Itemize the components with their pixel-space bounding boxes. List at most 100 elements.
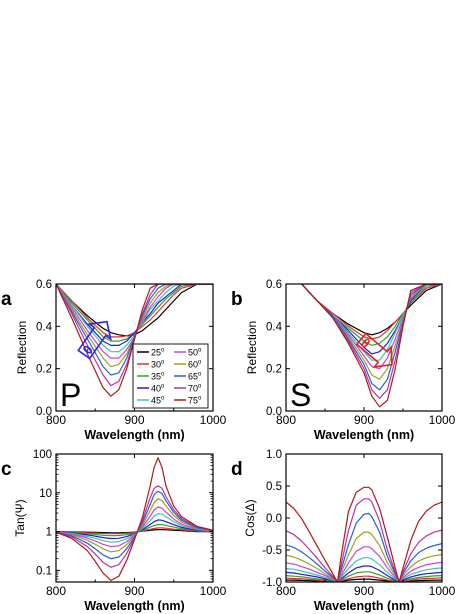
panel-d-series-25 [286,578,442,582]
degree-sign: o [161,348,165,354]
panel-a-series-75 [56,284,213,397]
panel-d-xtick-label: 1000 [429,584,456,598]
panel-a-series-25 [56,284,213,337]
panel-d-ylabel: Cos(Δ) [243,499,257,536]
theta-arrow-s-outline [355,332,393,369]
panel-b-series-40 [301,284,442,355]
degree-sign: o [198,372,202,378]
panel-d-ytick-label: -0.5 [262,545,282,557]
panel-c-series-70 [56,485,213,568]
panel-b-ylabel: Reflection [245,321,259,374]
panel-c-series [56,457,213,581]
legend-label: 30o [151,360,165,370]
legend-label: 70o [188,384,202,394]
panel-b-ytick-label: 0.6 [266,279,282,291]
panel-c-ytick-label: 10 [39,488,52,500]
legend-label: 50o [188,348,202,358]
panel-c-frame [55,453,214,583]
legend-item-60: 60o [174,360,202,370]
panel-c-letter: c [1,459,12,480]
panel-d-series-60 [286,531,442,582]
legend-item-70: 70o [174,384,202,394]
panel-d-series-40 [286,565,442,582]
panel-d-series-75 [286,486,442,582]
panel-a-xtick-label: 900 [124,413,144,427]
panel-d: 800 900 1000 -1.0 -0.5 0.0 0.5 1.0 Wavelength (n… [231,449,456,613]
legend-label: 35o [151,372,165,382]
panel-d-ytick-label: -1.0 [262,577,282,589]
panel-b-letter: b [231,289,243,310]
panel-c-series-50 [56,506,213,548]
panel-c-series-65 [56,490,213,560]
panel-a-ytick-label: 0.2 [36,364,52,376]
panel-b-ytick-label: 0.2 [266,364,282,376]
panel-c-xtick-label: 900 [124,584,144,598]
panel-d-series-30 [286,575,442,582]
panel-c-series-40 [56,519,213,540]
panel-a-xlabel: Wavelength (nm) [84,428,184,442]
panel-b-polarization-label: S [290,377,311,413]
panel-a-letter: a [1,289,12,310]
panel-d-letter: d [231,459,243,480]
panel-a-series-45 [56,284,213,353]
panel-c-series-60 [56,498,213,553]
panel-c-series-75 [56,457,213,581]
degree-sign: o [198,360,202,366]
panel-c-ytick-label: 100 [33,449,52,461]
legend-item-45: 45o [137,396,165,406]
panel-c-series-35 [56,523,213,537]
panel-c-ytick-label: 0.1 [36,565,52,577]
panel-c-xlabel: Wavelength (nm) [84,599,184,613]
panel-d-ytick-label: 0.0 [266,513,282,525]
legend-label: 40o [151,384,165,394]
theta-arrow-p-outline [77,320,112,360]
panel-c-xtick-label: 1000 [200,584,227,598]
panel-d-xlabel: Wavelength (nm) [314,599,414,613]
panel-c: 800 900 1000 0.1 1 10 100 Wavelength (nm) Tan(Ψ)… [1,449,227,613]
panel-c-ytick-label: 1 [46,527,52,539]
panel-d-ytick-label: 0.5 [266,481,282,493]
panel-c-xtick-label: 800 [46,584,66,598]
degree-sign: o [198,348,202,354]
panel-c-series-45 [56,513,213,543]
legend-label: 60o [188,360,202,370]
panel-a-ytick-label: 0.0 [36,406,52,418]
legend-item-50: 50o [174,348,202,358]
panel-b-series-60 [301,284,442,380]
panel-d-ytick-label: 1.0 [266,449,282,461]
degree-sign: o [161,372,165,378]
panel-d-series-65 [286,512,442,582]
panel-d-xtick-label: 900 [354,584,374,598]
legend: 25o 30o 35o 40o 45o 50o 60o 65o 70o 75o [132,343,209,409]
legend-item-35: 35o [137,372,165,382]
degree-sign: o [161,396,165,402]
panel-b: 800 900 1000 0.0 0.2 0.4 0.6 Wavelength (nm) Ref… [231,279,456,442]
panel-a-series [56,284,213,397]
panel-d-series-70 [286,498,442,582]
legend-item-75: 75o [174,396,202,406]
legend-label: 65o [188,372,202,382]
panel-d-xtick-label: 800 [276,584,296,598]
panel-d-series-50 [286,546,442,582]
panel-b-ytick-label: 0.4 [266,321,283,333]
legend-label: 25o [151,348,165,358]
degree-sign: o [161,384,165,390]
legend-item-25: 25o [137,348,165,358]
panel-b-xtick-label: 900 [354,413,374,427]
panel-a-ytick-label: 0.6 [36,279,52,291]
panel-b-xlabel: Wavelength (nm) [314,428,414,442]
degree-sign: o [198,384,202,390]
panel-a-polarization-label: P [60,377,81,413]
panel-a-ylabel: Reflection [15,321,29,374]
legend-label: 75o [188,396,202,406]
panel-a-xtick-label: 1000 [200,413,227,427]
panel-d-series-45 [286,557,442,582]
panel-d-series-35 [286,571,442,582]
panel-a-xtick-label: 800 [46,413,66,427]
legend-item-40: 40o [137,384,165,394]
panel-b-series-75 [301,284,442,408]
panel-d-series [286,486,442,582]
panel-b-series [301,284,442,408]
panel-a-ytick-label: 0.4 [36,321,53,333]
